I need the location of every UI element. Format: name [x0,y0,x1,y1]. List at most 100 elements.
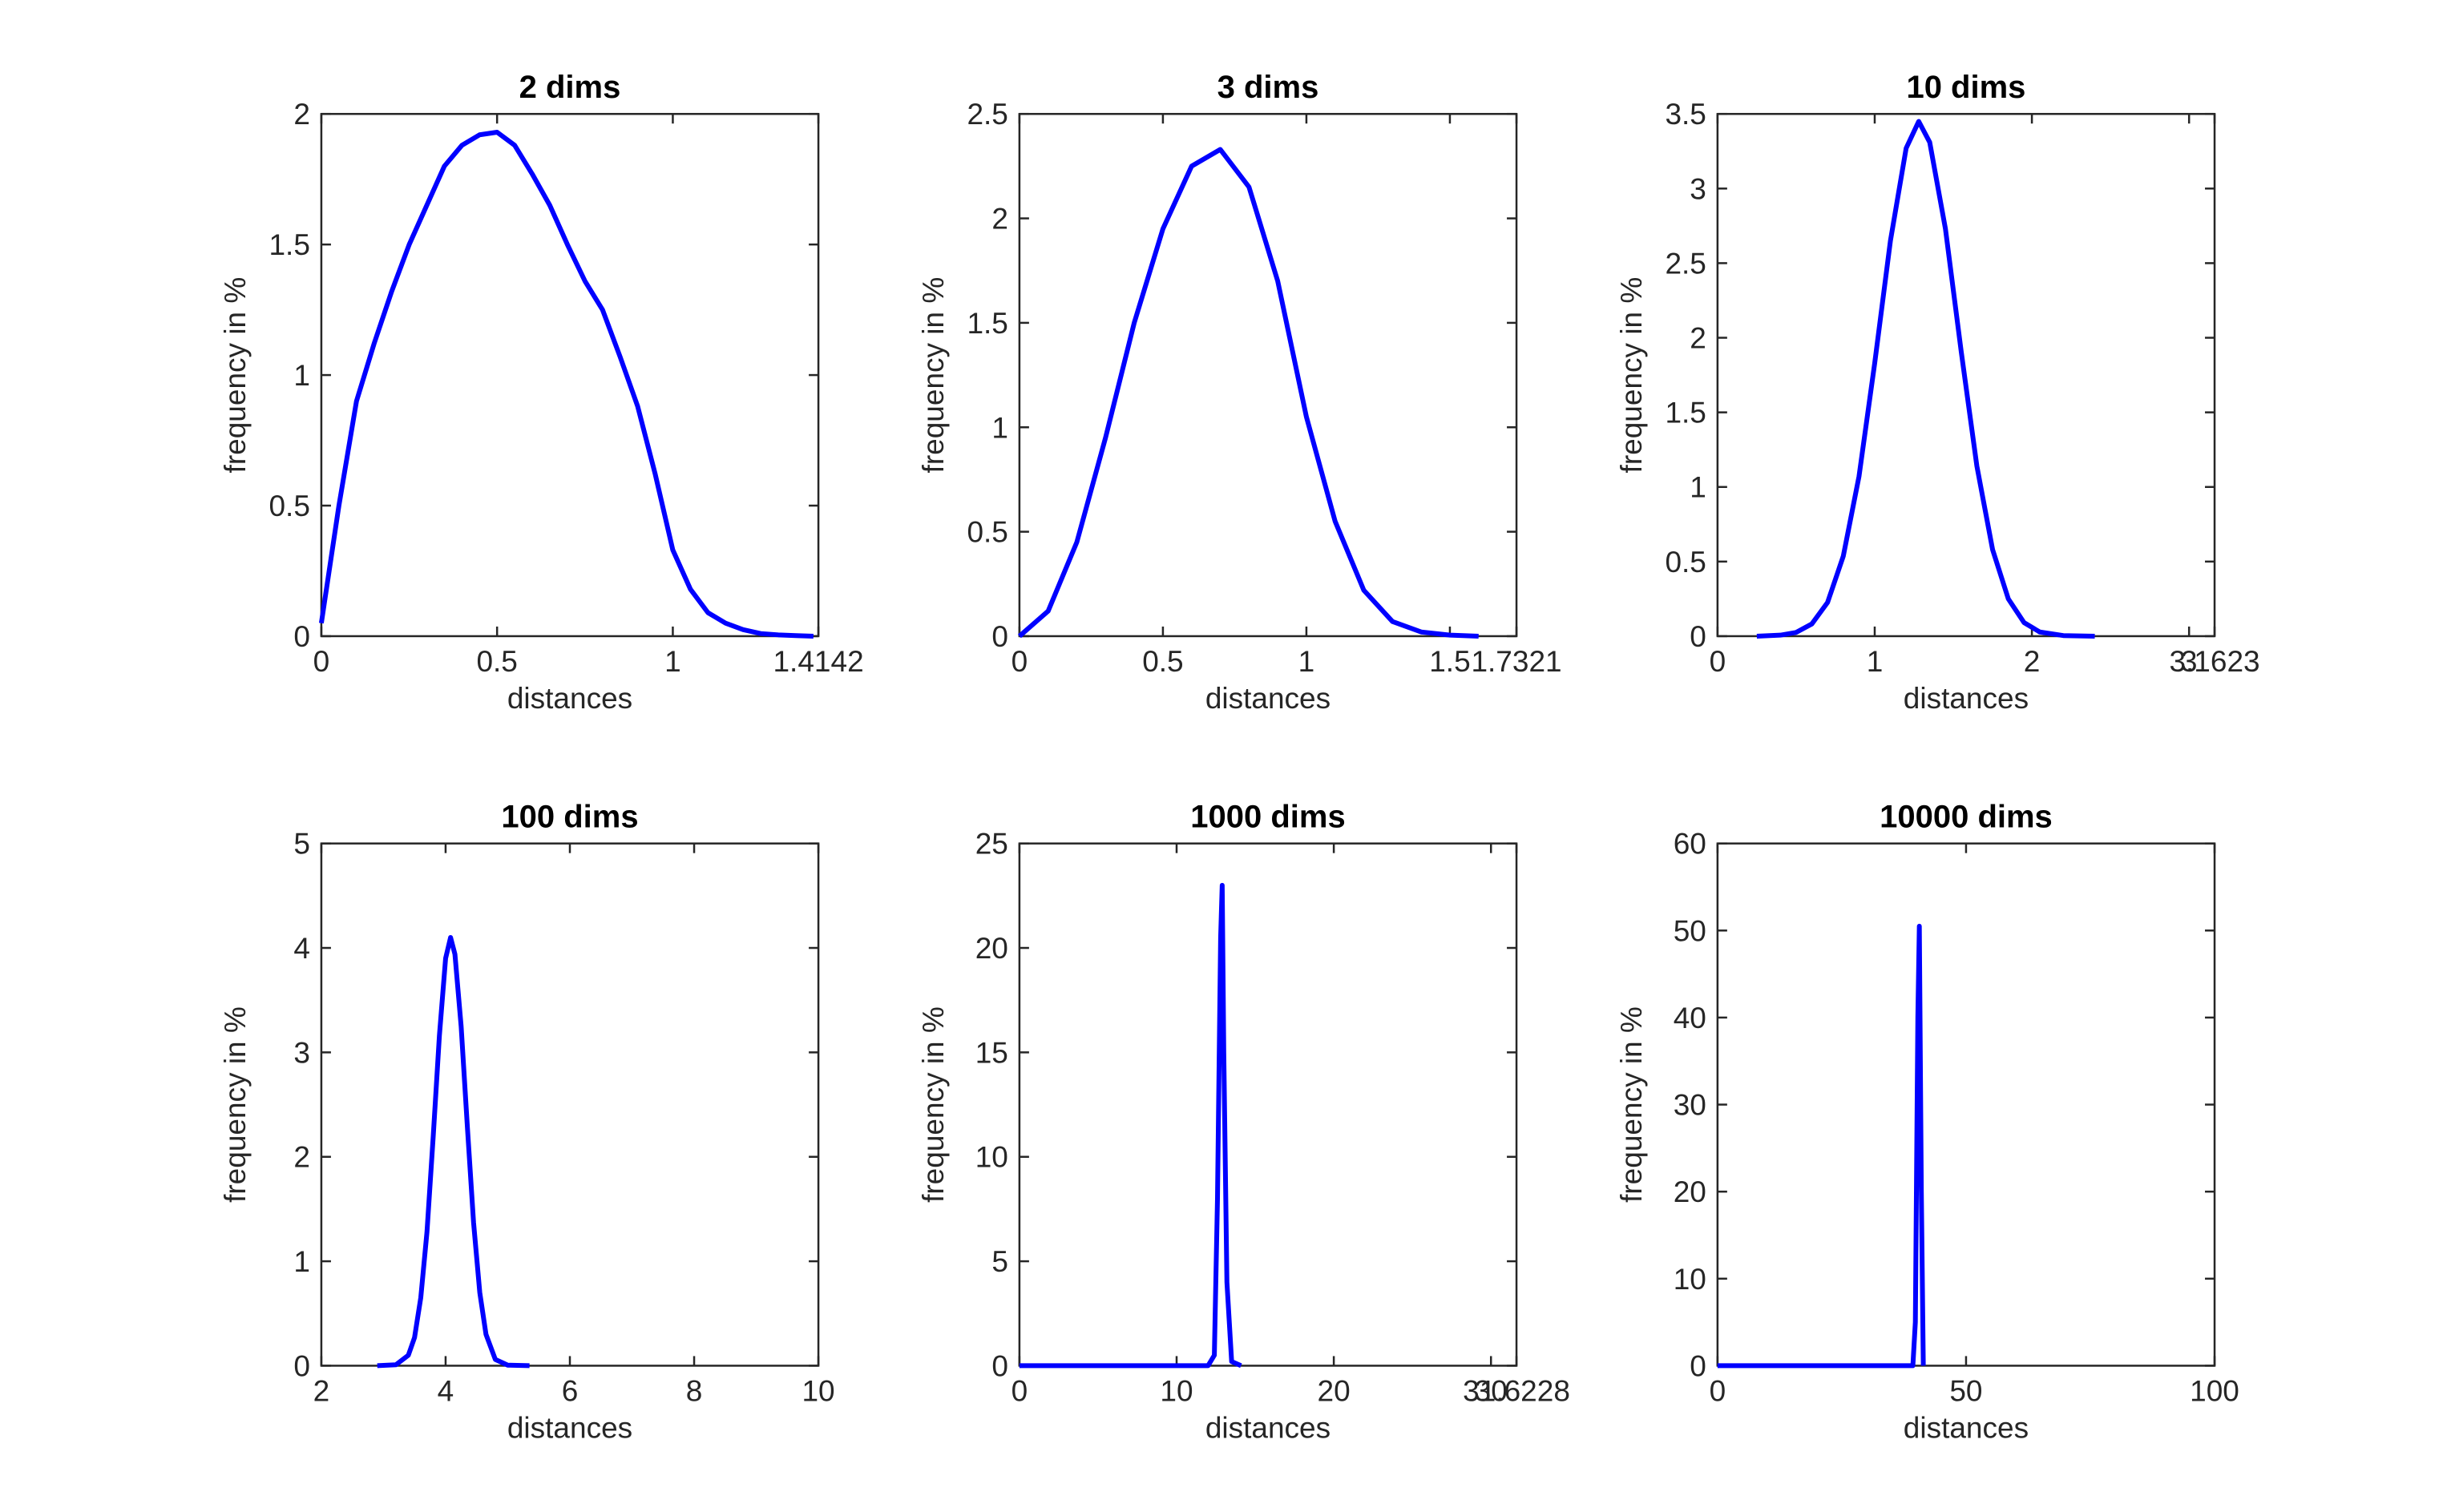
y-tick-label: 15 [975,1036,1008,1069]
chart-title: 3 dims [1217,70,1319,105]
data-line [1756,119,2095,639]
y-tick-label: 0 [991,620,1008,653]
axes-box [1716,842,2216,1367]
x-axis-label: distances [507,682,632,715]
x-tick-label: 100 [2190,1374,2239,1407]
y-tick-label: 0 [1690,620,1706,653]
data-line [377,934,530,1369]
x-tick-label: 0 [313,645,330,678]
y-tick-label: 20 [1674,1175,1706,1208]
x-tick-label: 4 [438,1374,454,1407]
x-tick-label: 3.1623 [2169,645,2259,678]
x-tick-label: 2 [2024,645,2041,678]
y-tick-label: 2.5 [967,98,1007,131]
x-axis-label: distances [1205,1411,1331,1444]
x-tick-label: 0 [1012,1374,1028,1407]
x-tick-label: 1 [1867,645,1884,678]
y-axis-label: frequency in % [219,277,252,474]
x-tick-label: 1.4142 [773,645,863,678]
x-tick-label: 10 [1160,1374,1193,1407]
x-tick-label: 1 [664,645,681,678]
y-tick-label: 2 [293,1141,310,1174]
x-tick-label: 0.5 [1142,645,1183,678]
x-tick-label: 10 [802,1374,834,1407]
y-tick-label: 1 [293,359,310,392]
x-tick-label: 0 [1710,645,1726,678]
chart-title: 2 dims [519,70,621,105]
subplot: 0 0.5 1 1.4142 0 0.5 1 1.5 2 2 dims distances frequ… [219,70,864,715]
y-tick-label: 25 [975,828,1008,861]
chart-title: 1000 dims [1190,800,1345,835]
x-tick-label: 0 [1012,645,1028,678]
y-axis-label: frequency in % [917,277,950,474]
y-tick-label: 2 [293,98,310,131]
subplot: 2 4 6 8 10 0 1 2 3 4 5 100 dims distances frequency i… [219,800,835,1445]
chart-title: 10000 dims [1880,800,2053,835]
data-line [1717,923,1926,1369]
y-tick-label: 2.5 [1665,247,1706,280]
subplot: 0 50 100 0 10 20 30 40 50 60 10000 dims distances fr… [1615,800,2239,1445]
y-axis-label: frequency in % [1615,1006,1648,1203]
y-tick-label: 0.5 [1665,546,1706,579]
y-tick-label: 2 [991,203,1008,236]
x-tick-label: 2 [313,1374,330,1407]
chart-title: 100 dims [501,800,638,835]
axes-box [320,112,820,638]
x-axis-label: distances [507,1411,632,1444]
y-tick-label: 0 [293,1349,310,1382]
y-axis-label: frequency in % [917,1006,950,1203]
y-tick-label: 5 [991,1245,1008,1278]
axes-box [1716,112,2216,638]
x-tick-label: 31.6228 [1463,1374,1570,1407]
axes-box [1018,842,1518,1367]
y-tick-label: 10 [975,1141,1008,1174]
x-tick-label: 8 [686,1374,703,1407]
y-tick-label: 1 [991,411,1008,444]
y-tick-label: 5 [293,828,310,861]
y-tick-label: 3 [293,1036,310,1069]
y-tick-label: 0.5 [967,516,1007,549]
y-tick-label: 2 [1690,322,1706,355]
y-tick-label: 1.5 [1665,397,1706,429]
axes-box [320,842,820,1367]
y-tick-label: 3.5 [1665,98,1706,131]
x-tick-label: 1.5 [1429,645,1470,678]
data-line [1017,147,1479,639]
y-tick-label: 50 [1674,914,1706,947]
x-tick-label: 6 [562,1374,579,1407]
y-tick-label: 1.5 [269,228,309,261]
y-tick-label: 4 [293,932,310,965]
x-tick-label: 3 [2181,645,2198,678]
y-tick-label: 30 [1674,1089,1706,1122]
y-tick-label: 0 [293,620,310,653]
x-axis-label: distances [1904,682,2029,715]
y-tick-label: 20 [975,932,1008,965]
data-line [318,130,814,639]
x-tick-label: 0.5 [476,645,517,678]
x-axis-label: distances [1904,1411,2029,1444]
x-tick-label: 30 [1475,1374,1508,1407]
y-tick-label: 60 [1674,828,1706,861]
y-axis-label: frequency in % [219,1006,252,1203]
x-tick-label: 20 [1318,1374,1351,1407]
x-tick-label: 0 [1710,1374,1726,1407]
x-tick-label: 50 [1949,1374,1982,1407]
y-tick-label: 10 [1674,1263,1706,1296]
y-tick-label: 0 [1690,1349,1706,1382]
data-line [1019,882,1242,1369]
y-tick-label: 1 [293,1245,310,1278]
x-tick-label: 1 [1298,645,1315,678]
chart-title: 10 dims [1906,70,2025,105]
axes-box [1018,112,1518,638]
y-tick-label: 3 [1690,172,1706,205]
x-axis-label: distances [1205,682,1331,715]
y-tick-label: 40 [1674,1002,1706,1034]
y-tick-label: 0 [991,1349,1008,1382]
y-tick-label: 0.5 [269,490,309,522]
x-tick-label: 1.7321 [1471,645,1561,678]
